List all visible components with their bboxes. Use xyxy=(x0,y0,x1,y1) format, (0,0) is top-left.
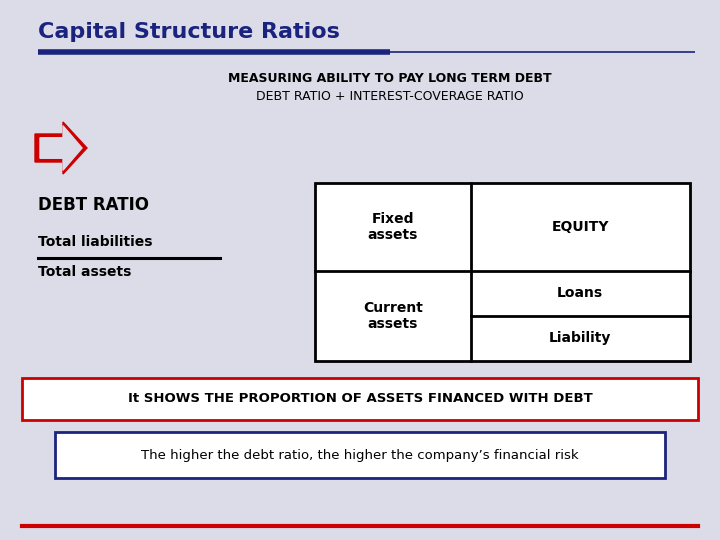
Text: Liability: Liability xyxy=(549,332,611,345)
Bar xyxy=(315,183,690,361)
Text: Total assets: Total assets xyxy=(38,265,131,279)
Polygon shape xyxy=(40,126,82,170)
Text: Current
assets: Current assets xyxy=(363,301,423,331)
Text: MEASURING ABILITY TO PAY LONG TERM DEBT: MEASURING ABILITY TO PAY LONG TERM DEBT xyxy=(228,71,552,84)
Text: Total liabilities: Total liabilities xyxy=(38,235,153,249)
Text: DEBT RATIO + INTEREST-COVERAGE RATIO: DEBT RATIO + INTEREST-COVERAGE RATIO xyxy=(256,91,524,104)
Text: EQUITY: EQUITY xyxy=(552,220,609,234)
Text: Fixed
assets: Fixed assets xyxy=(368,212,418,242)
Text: DEBT RATIO: DEBT RATIO xyxy=(38,196,149,214)
Text: Capital Structure Ratios: Capital Structure Ratios xyxy=(38,22,340,42)
Text: It SHOWS THE PROPORTION OF ASSETS FINANCED WITH DEBT: It SHOWS THE PROPORTION OF ASSETS FINANC… xyxy=(127,393,593,406)
Bar xyxy=(55,432,665,478)
Polygon shape xyxy=(35,122,87,174)
Text: Loans: Loans xyxy=(557,286,603,300)
Bar xyxy=(22,378,698,420)
Text: The higher the debt ratio, the higher the company’s financial risk: The higher the debt ratio, the higher th… xyxy=(141,449,579,462)
